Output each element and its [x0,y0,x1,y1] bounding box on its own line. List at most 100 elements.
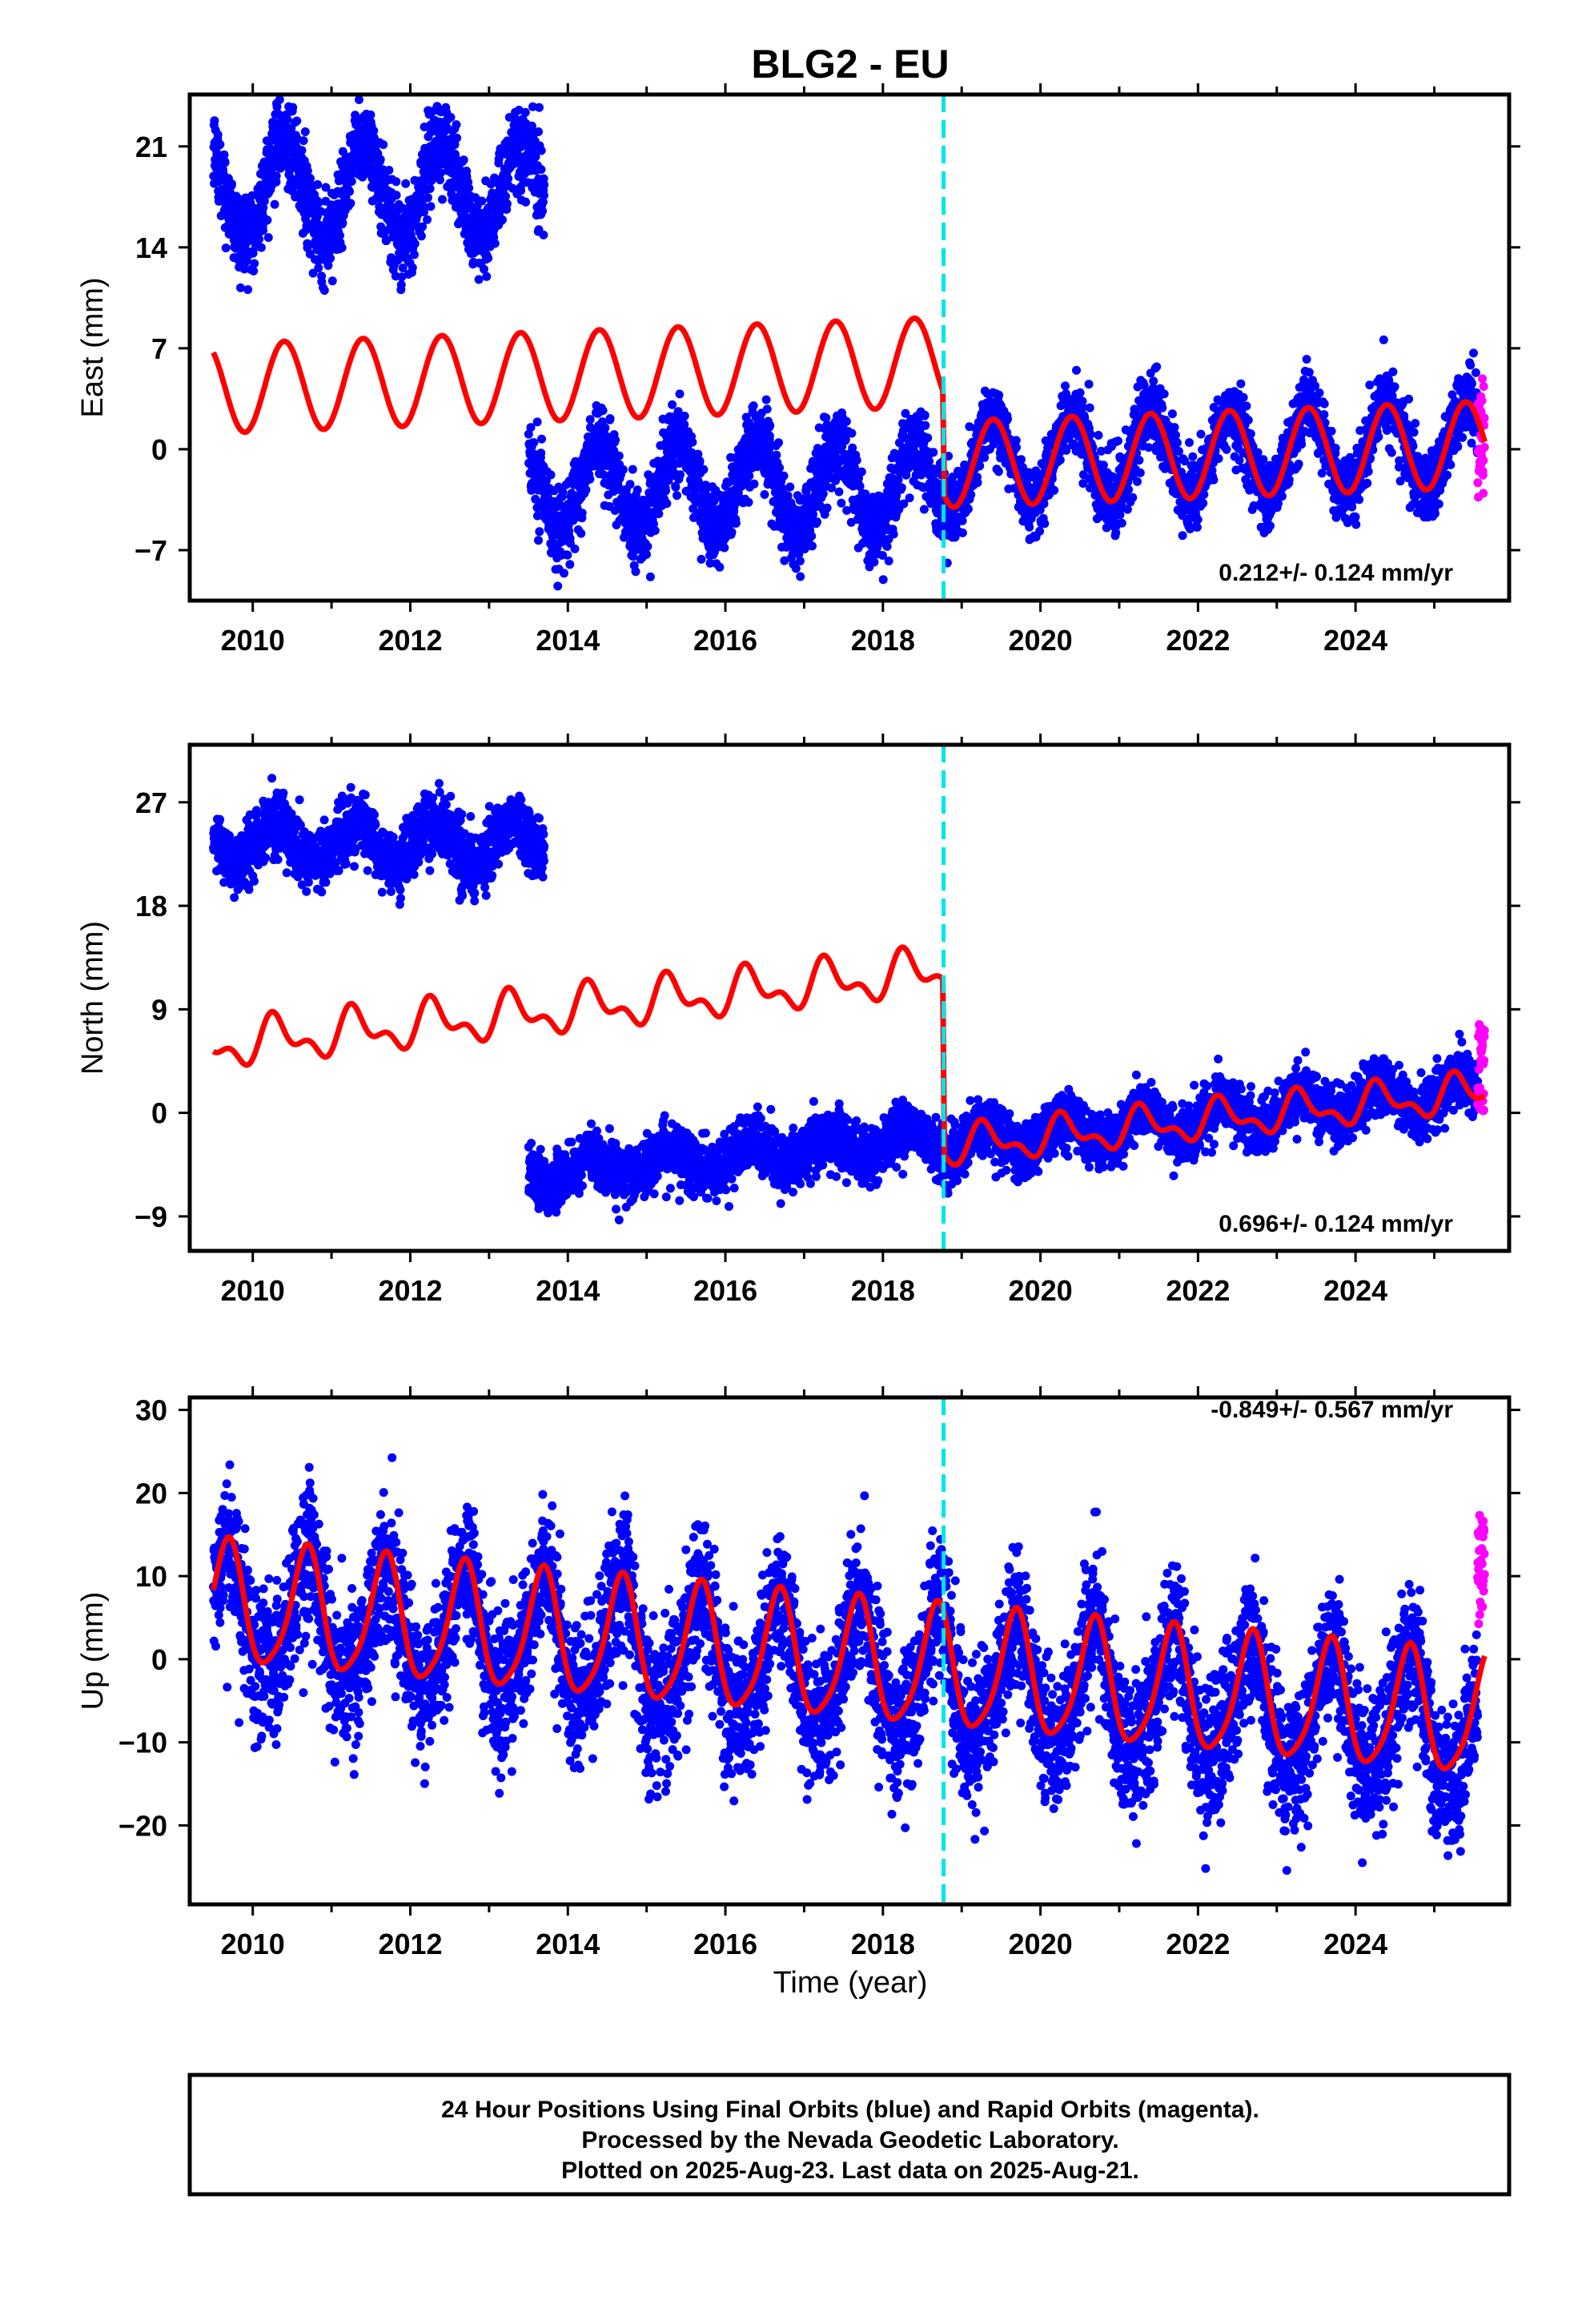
final-orbit-point [527,121,536,131]
final-orbit-point [966,490,976,500]
final-orbit-point [565,560,575,569]
final-orbit-point [975,461,985,471]
final-orbit-point [618,465,628,474]
final-orbit-point [1128,493,1138,502]
final-orbit-point [1235,456,1244,465]
final-orbit-point [401,179,411,188]
final-orbit-point [536,146,546,155]
final-orbit-point [963,504,973,513]
final-orbit-point [321,183,331,192]
final-orbit-point [450,140,460,150]
final-orbit-point [775,463,785,472]
final-orbit-point [524,429,533,439]
final-orbit-point [382,236,391,245]
final-orbit-point [1167,409,1177,419]
final-orbit-point [346,199,355,208]
final-orbit-point [536,448,546,458]
final-orbit-point [314,263,323,273]
final-orbit-point [220,158,230,167]
final-orbit-point [538,197,548,207]
final-orbit-point [288,103,298,112]
final-orbit-point [795,557,805,565]
final-orbit-point [355,95,363,104]
final-orbit-point [300,127,310,136]
final-orbit-point [408,263,417,272]
final-orbit-point [425,184,435,193]
final-orbit-point [605,414,615,424]
final-orbit-point [1135,468,1145,477]
final-orbit-point [215,139,225,149]
final-orbit-point [973,478,982,488]
final-orbit-point [328,234,338,243]
final-orbit-point [531,152,540,162]
final-orbit-point [628,464,637,474]
final-orbit-point [765,420,775,430]
final-orbit-point [745,471,754,480]
final-orbit-point [882,541,892,551]
east-plot-area [209,94,1489,591]
final-orbit-point [577,509,587,518]
final-orbit-point [1134,456,1144,465]
final-orbit-point [410,239,420,248]
final-orbit-point [540,191,548,200]
final-orbit-point [270,199,279,209]
final-orbit-point [535,103,544,112]
final-orbit-point [834,487,844,497]
final-orbit-point [246,199,255,207]
final-orbit-point [847,428,857,438]
final-orbit-point [878,575,888,585]
final-orbit-point [248,248,258,258]
final-orbit-point [560,569,568,578]
final-orbit-point [727,528,737,537]
final-orbit-point [749,401,758,411]
final-orbit-point [250,259,259,268]
final-orbit-point [1174,447,1183,456]
final-orbit-point [1124,485,1134,494]
final-orbit-point [695,456,705,466]
final-orbit-point [327,276,337,286]
final-orbit-point [1094,431,1103,440]
final-orbit-point [539,230,548,239]
final-orbit-point [1266,521,1275,531]
final-orbit-point [749,479,759,489]
final-orbit-point [581,485,591,495]
final-orbit-point [585,415,595,424]
final-orbit-point [532,417,542,427]
final-orbit-point [1072,365,1081,375]
final-orbit-point [897,483,906,493]
final-orbit-point [662,499,672,509]
final-orbit-point [521,197,531,207]
final-orbit-point [1158,403,1167,412]
final-orbit-point [546,470,556,480]
final-orbit-point [625,480,635,489]
final-orbit-point [313,180,323,189]
final-orbit-point [418,222,428,231]
final-orbit-point [338,218,347,227]
final-orbit-point [243,285,253,295]
final-orbit-point [1003,414,1012,424]
final-orbit-point [791,564,801,573]
final-orbit-point [452,120,461,130]
final-orbit-point [375,155,385,164]
final-orbit-point [369,126,379,135]
final-orbit-point [1012,443,1021,452]
final-orbit-point [436,168,445,178]
final-orbit-point [760,490,769,499]
final-orbit-point [1239,392,1248,402]
final-orbit-point [498,215,507,224]
final-orbit-point [1035,526,1045,536]
final-orbit-point [474,275,484,284]
final-orbit-point [720,543,729,553]
final-orbit-point [1159,389,1169,399]
final-orbit-point [1243,416,1253,425]
final-orbit-point [1050,485,1059,495]
final-orbit-point [516,186,526,195]
final-orbit-point [297,146,307,155]
final-orbit-point [1178,531,1187,541]
final-orbit-point [526,423,536,432]
final-orbit-point [1214,454,1223,464]
final-orbit-point [306,174,315,183]
final-orbit-point [221,243,231,253]
final-orbit-point [326,254,335,263]
